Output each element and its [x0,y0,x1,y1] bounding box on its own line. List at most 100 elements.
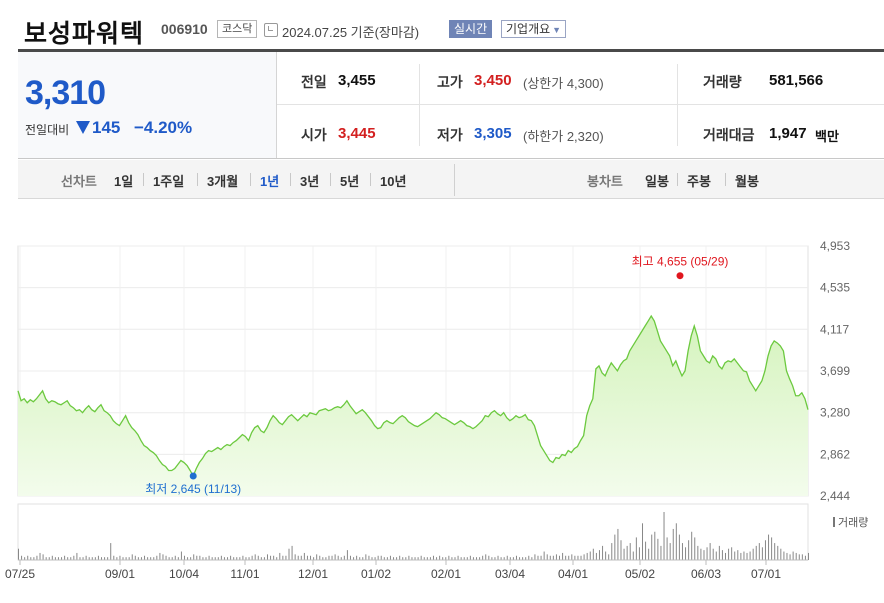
x-tick-label: 09/01 [105,567,135,581]
volume-bar [509,557,511,560]
volume-bar [242,555,244,560]
volume-bar [319,555,321,560]
volume-bar [310,555,312,560]
change-value: 145 [92,118,121,137]
tab-3month[interactable]: 3개월 [207,174,239,189]
volume-bar [786,552,788,560]
volume-bar [743,551,745,560]
x-tick-label: 03/04 [495,567,525,581]
y-tick-label: 4,535 [820,281,850,295]
volume-bar [119,555,121,560]
volume-bar [669,543,671,560]
volume-bar [208,555,210,560]
volume-bar [48,557,50,560]
volume-bar [442,557,444,560]
volume-bar [522,557,524,560]
volume-bar [801,554,803,560]
tab-1week[interactable]: 1주일 [153,174,185,189]
low-value: 3,305 [474,125,512,142]
volume-bar [466,557,468,560]
y-tick-label: 4,953 [820,239,850,253]
volume-bar [488,555,490,560]
volume-bar [211,557,213,560]
x-tick-label: 01/02 [361,567,391,581]
tab-daily[interactable]: 일봉 [645,174,669,189]
stock-name: 보성파워텍 [24,20,145,48]
volume-bar [755,545,757,560]
volume-bar [608,554,610,560]
volume-bar [251,555,253,560]
volume-bar [239,557,241,560]
volume-bar [642,523,644,560]
volume-bar [657,538,659,560]
volume-bar [685,547,687,560]
company-info-button[interactable]: 기업개요 ▼ [501,20,567,38]
y-tick-label: 2,862 [820,447,850,461]
volume-bar [583,554,585,560]
volume-bar [740,552,742,560]
volume-bar [808,552,809,560]
volume-bar [300,555,302,560]
volume-bar [33,557,35,560]
tab-1year[interactable]: 1년 [260,174,280,189]
volume-bar [220,555,222,560]
tab-1day[interactable]: 1일 [114,174,134,189]
tab-10year[interactable]: 10년 [380,174,407,189]
volume-bar [580,555,582,560]
volume-bar [715,551,717,560]
volume-bar [764,540,766,560]
volume-bar [193,554,195,560]
volume-bar [116,557,118,560]
volume-bar [774,543,776,560]
summary-grid: 전일 3,455 고가 3,450 (상한가 4,300) 거래량 581,56… [277,52,884,158]
candle-chart-label: 봉차트 [587,174,623,189]
tab-weekly[interactable]: 주봉 [687,174,711,189]
volume-bar [76,552,78,560]
high-point-marker [676,272,684,280]
header-divider [18,49,884,52]
volume-bar [549,555,551,560]
tab-5year[interactable]: 5년 [340,174,360,189]
volume-bar [353,557,355,560]
tab-3year[interactable]: 3년 [300,174,320,189]
y-tick-label: 3,699 [820,364,850,378]
volume-bar [694,537,696,560]
high-label: 고가 [437,74,463,90]
column-divider [677,64,678,146]
date-text: 2024.07.25 기준(장마감) [282,25,420,40]
volume-bar [70,557,72,560]
volume-bar [94,557,96,560]
lower-limit: (하한가 2,320) [523,129,604,144]
x-tick-label: 07/01 [751,567,781,581]
volume-bar [383,557,385,560]
volume-bar [463,557,465,560]
volume-bar [183,555,185,560]
volume-bar [21,555,23,560]
tab-divider [290,173,291,186]
volume-bar [494,557,496,560]
high-value: 3,450 [474,72,512,89]
volume-bar [270,555,272,560]
volume-bar [88,557,90,560]
tab-monthly[interactable]: 월봉 [735,174,759,189]
volume-bars: 거래량 [18,512,868,560]
volume-bar [497,555,499,560]
realtime-button[interactable]: 실시간 [449,20,493,38]
volume-bar [325,557,327,560]
volume-bar [752,548,754,560]
volume-bar [562,552,564,560]
volume-bar [97,555,99,560]
volume-bar [571,554,573,560]
tab-group-divider [454,164,455,196]
low-label: 저가 [437,127,463,143]
volume-bar [448,555,450,560]
volume-bar [525,557,527,560]
volume-bar [654,531,656,560]
tab-divider [677,173,678,186]
volume-bar [602,545,604,560]
market-badge: 코스닥 [217,20,258,38]
volume-bar [171,557,173,560]
volume-bar [260,557,262,560]
volume-bar [110,543,112,560]
volume-bar [122,557,124,560]
